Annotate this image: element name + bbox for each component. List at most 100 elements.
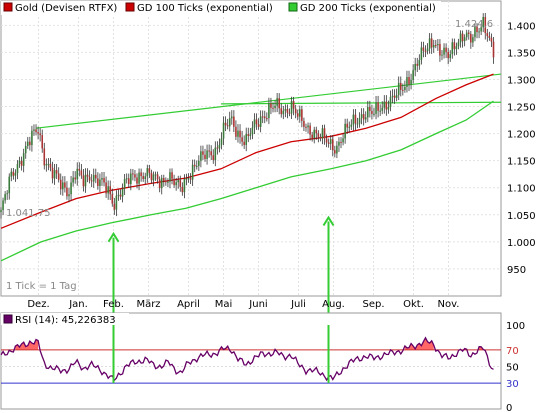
x-tick-label: Feb. bbox=[103, 299, 124, 310]
rsi-legend-box bbox=[1, 313, 129, 325]
candle-body bbox=[214, 147, 217, 161]
candle-body bbox=[45, 164, 48, 166]
candle-body bbox=[62, 182, 64, 190]
candle-body bbox=[315, 129, 318, 134]
candle-body bbox=[455, 46, 458, 50]
candle-body bbox=[259, 116, 262, 127]
candle-body bbox=[70, 182, 72, 195]
rsi-y-ticks: 100 70 50 30 0 bbox=[506, 321, 525, 413]
candle-body bbox=[463, 37, 466, 42]
candle-body bbox=[177, 180, 180, 183]
candle-body bbox=[195, 165, 198, 167]
candle-body bbox=[451, 42, 454, 55]
candle-body bbox=[340, 141, 342, 143]
main-grid bbox=[1, 1, 501, 296]
candle-body bbox=[136, 177, 138, 184]
candle-body bbox=[435, 44, 437, 46]
candle-body bbox=[41, 135, 44, 149]
candle-body bbox=[280, 108, 283, 115]
candle-body bbox=[224, 122, 227, 126]
candle-body bbox=[101, 178, 103, 180]
candle-body bbox=[208, 150, 210, 152]
candle-body bbox=[86, 174, 89, 177]
candle-body bbox=[486, 33, 489, 37]
candle-body bbox=[323, 128, 326, 139]
candle-body bbox=[284, 109, 287, 111]
candle-body bbox=[113, 203, 116, 210]
candle-body bbox=[465, 32, 468, 38]
candle-body bbox=[6, 193, 8, 195]
candle-body bbox=[121, 188, 124, 197]
candle-body bbox=[130, 173, 132, 185]
rsi-overbought-area bbox=[479, 346, 484, 350]
candle-body bbox=[266, 118, 268, 120]
candle-body bbox=[447, 51, 449, 59]
arrow-head bbox=[322, 215, 335, 227]
candle-body bbox=[278, 98, 280, 109]
candle-body bbox=[432, 44, 435, 48]
rsi-plot-frame bbox=[0, 312, 502, 410]
candle-body bbox=[202, 151, 204, 155]
candle-body bbox=[292, 101, 295, 109]
candle-body bbox=[148, 168, 151, 173]
y-tick-label: 1.150 bbox=[507, 157, 536, 168]
candle-body bbox=[286, 109, 289, 113]
legend-item-gold: Gold (Devisen RTFX) bbox=[3, 2, 117, 14]
candle-body bbox=[90, 180, 93, 182]
candle-body bbox=[389, 96, 392, 108]
legend-swatch-gold bbox=[3, 2, 13, 12]
candle-body bbox=[424, 50, 427, 52]
main-plot-frame bbox=[0, 0, 502, 297]
candle-body bbox=[150, 172, 153, 181]
rsi-y-tick-label: 30 bbox=[506, 379, 519, 390]
candle-body bbox=[362, 114, 365, 120]
candle-body bbox=[212, 155, 215, 161]
candle-body bbox=[350, 124, 353, 127]
candle-body bbox=[218, 144, 221, 149]
candle-body bbox=[420, 47, 423, 61]
candle-body bbox=[319, 136, 322, 139]
candle-body bbox=[189, 178, 192, 180]
candle-body bbox=[307, 125, 309, 128]
legend-label-gd100: GD 100 Ticks (exponential) bbox=[137, 3, 273, 14]
gd100-line bbox=[0, 73, 494, 229]
candle-body bbox=[472, 37, 474, 43]
candle-body bbox=[24, 145, 27, 154]
candle-body bbox=[296, 113, 299, 117]
candle-body bbox=[449, 54, 452, 59]
rsi-chart: 100 70 50 30 0 RSI (14): 45,226383 bbox=[0, 312, 525, 413]
candle-body bbox=[216, 147, 219, 149]
candle-body bbox=[414, 63, 416, 71]
candle-body bbox=[99, 179, 101, 187]
gd200-line bbox=[0, 100, 494, 262]
candle-body bbox=[146, 168, 149, 177]
rsi-overbought-area bbox=[15, 339, 39, 350]
candle-body bbox=[43, 148, 46, 166]
candle-body bbox=[445, 47, 447, 52]
candle-body bbox=[51, 167, 54, 179]
x-tick-label: Dez. bbox=[27, 299, 49, 310]
candle-body bbox=[317, 133, 320, 137]
candle-body bbox=[387, 107, 390, 110]
candle-body bbox=[125, 178, 128, 180]
candle-body bbox=[410, 79, 412, 85]
main-chart: 1.400 1.350 1.300 1.250 1.200 1.150 1.100 1.050… bbox=[0, 0, 536, 384]
candle-body bbox=[26, 141, 29, 146]
candle-body bbox=[404, 86, 406, 90]
footer-note: 1 Tick = 1 Tag bbox=[6, 281, 77, 292]
rsi-y-tick-label: 70 bbox=[506, 346, 519, 357]
candle-body bbox=[366, 106, 369, 118]
candle-body bbox=[416, 63, 419, 66]
candle-body bbox=[348, 126, 351, 128]
legend-item-gd200: GD 200 Ticks (exponential) bbox=[288, 2, 436, 14]
candle-body bbox=[204, 154, 206, 159]
candle-body bbox=[480, 27, 482, 32]
candle-body bbox=[37, 132, 39, 134]
candle-body bbox=[88, 176, 91, 181]
candle-body bbox=[64, 182, 66, 188]
candle-body bbox=[408, 77, 410, 85]
x-tick-label: Jan. bbox=[68, 299, 88, 310]
candle-body bbox=[270, 103, 272, 108]
candle-body bbox=[72, 177, 74, 183]
candle-body bbox=[282, 110, 285, 115]
